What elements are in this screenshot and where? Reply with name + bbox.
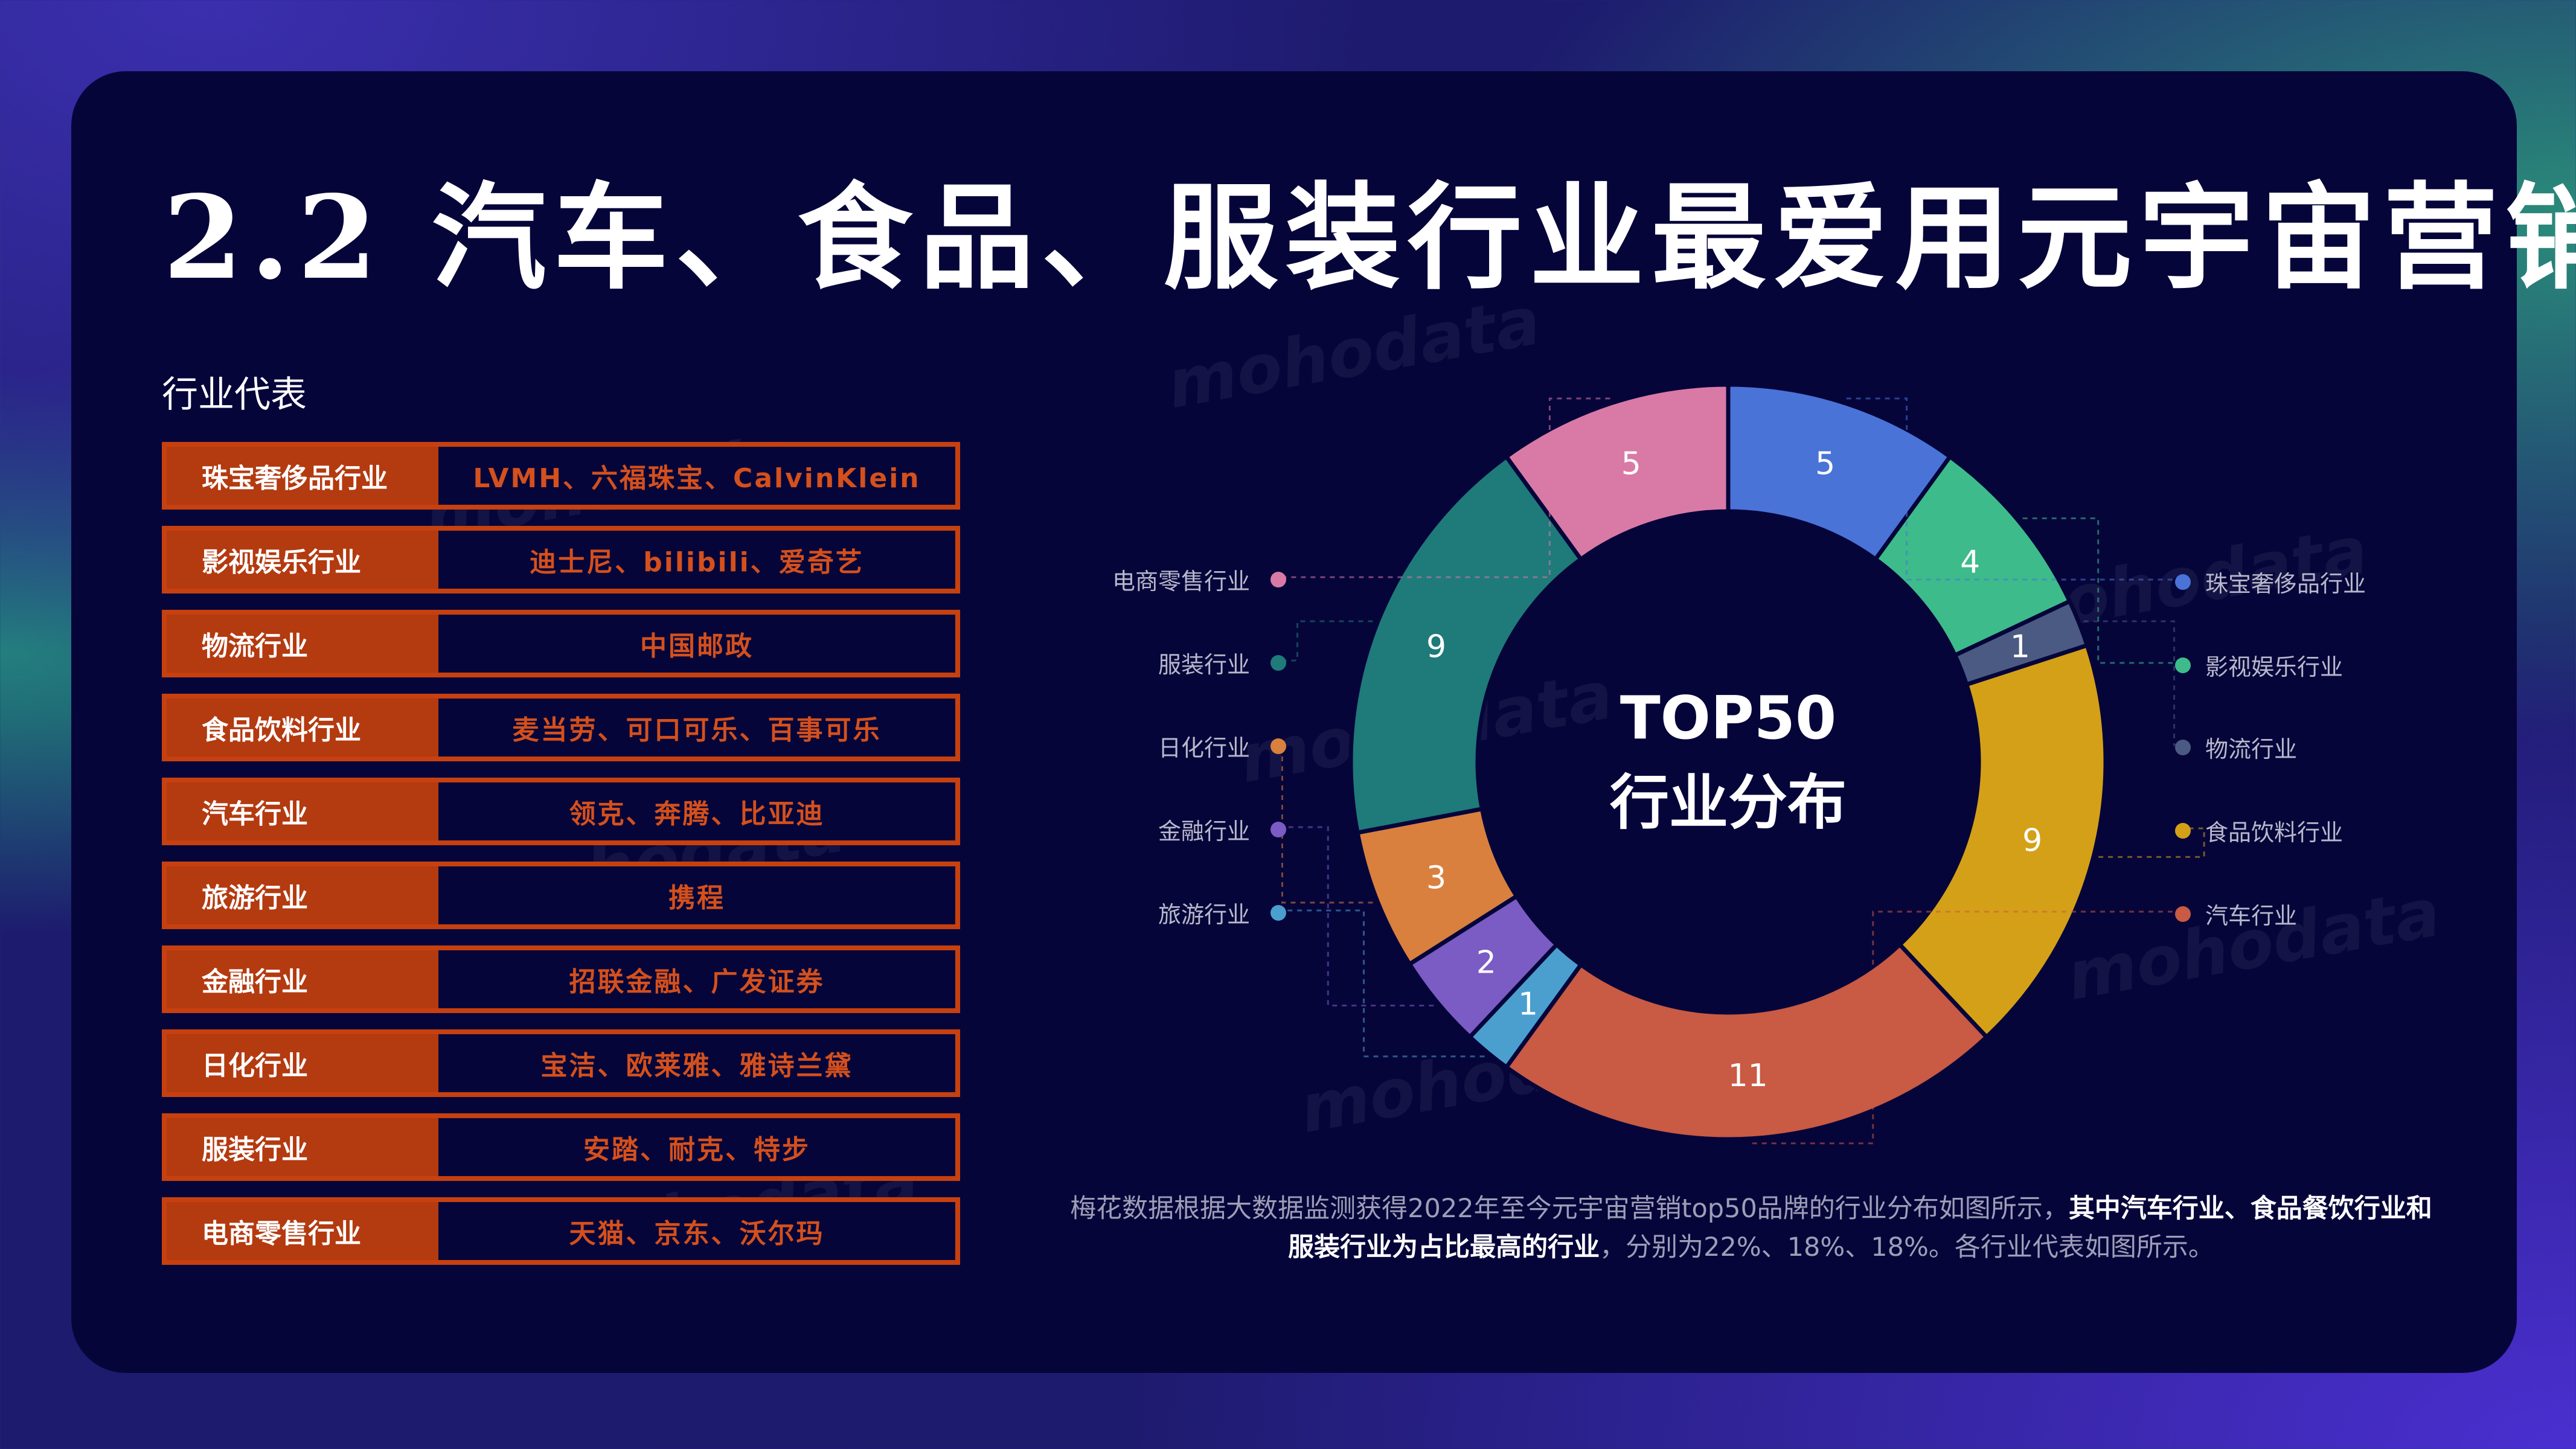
legend-label: 金融行业	[1158, 818, 1250, 845]
slice-value-label-6: 2	[1476, 944, 1496, 980]
slice-value-label-8: 9	[1426, 629, 1446, 665]
legend-dot	[2175, 739, 2191, 755]
section-label: 行业代表	[162, 374, 307, 416]
slice-value-label-9: 5	[1621, 446, 1641, 482]
center-line-1: TOP50	[1620, 684, 1837, 753]
industry-row: 旅游行业 携程	[162, 862, 960, 929]
legend-dot	[2175, 822, 2191, 839]
donut-slice-9	[1503, 382, 1731, 563]
slice-value-label-7: 3	[1426, 860, 1446, 896]
leader-line-right-4	[1752, 910, 2183, 1145]
legend-dot	[1270, 571, 1286, 587]
industry-name: 金融行业	[167, 950, 438, 1008]
industry-row: 物流行业 中国邮政	[162, 610, 960, 677]
leader-line-left-4	[1278, 909, 1485, 1058]
legend-dot	[2175, 657, 2191, 673]
footnote-text: 梅花数据根据大数据监测获得2022年至今元宇宙营销top50品牌的行业分布如图所…	[1070, 1194, 2069, 1224]
legend-label: 服装行业	[1158, 651, 1250, 678]
leader-line-right-0	[1846, 397, 2183, 581]
industry-name: 旅游行业	[167, 866, 438, 924]
donut-slice-3	[1897, 642, 2108, 1040]
legend-left-0: 电商零售行业	[1112, 563, 1286, 596]
industry-reps: 携程	[668, 883, 725, 913]
leader-line-left-1	[1278, 620, 1373, 662]
industry-name: 汽车行业	[167, 782, 438, 840]
industry-reps: 麦当劳、可口可乐、百事可乐	[512, 715, 882, 746]
slice-value-label-4: 11	[1728, 1058, 1768, 1094]
legend-dot	[1270, 654, 1286, 671]
footnote: 梅花数据根据大数据监测获得2022年至今元宇宙营销top50品牌的行业分布如图所…	[1063, 1189, 2440, 1267]
industry-reps: 中国邮政	[640, 631, 754, 662]
legend-label: 日化行业	[1158, 735, 1250, 761]
legend-label: 物流行业	[2205, 736, 2298, 763]
legend-right-1: 影视娱乐行业	[2175, 648, 2343, 682]
center-line-2: 行业分布	[1609, 769, 1847, 837]
page-title: 2.2 汽车、食品、服装行业最爱用元宇宙营销	[163, 170, 2576, 305]
legend-right-3: 食品饮料行业	[2175, 814, 2343, 847]
industry-name: 物流行业	[167, 615, 438, 673]
legend-left-3: 金融行业	[1158, 813, 1286, 846]
slice-value-label-1: 4	[1960, 545, 1980, 581]
legend-dot	[2175, 906, 2191, 922]
legend-label: 电商零售行业	[1112, 568, 1250, 595]
industry-reps: 招联金融、广发证券	[569, 967, 825, 997]
industry-name: 食品饮料行业	[167, 699, 438, 756]
leader-line-left-0	[1278, 397, 1610, 578]
donut-center-title: TOP50 行业分布	[1547, 676, 1909, 845]
industry-reps: 宝洁、欧莱雅、雅诗兰黛	[540, 1051, 853, 1081]
industry-row: 珠宝奢侈品行业 LVMH、六福珠宝、CalvinKlein	[162, 442, 960, 510]
industry-row: 服装行业 安踏、耐克、特步	[162, 1113, 960, 1181]
legend-label: 旅游行业	[1158, 901, 1250, 928]
legend-dot	[2175, 574, 2191, 590]
industry-name: 服装行业	[167, 1118, 438, 1176]
legend-left-1: 服装行业	[1158, 646, 1286, 679]
legend-dot	[1270, 738, 1286, 754]
legend-left-2: 日化行业	[1158, 729, 1286, 763]
industry-row: 金融行业 招联金融、广发证券	[162, 945, 960, 1013]
industry-row: 电商零售行业 天猫、京东、沃尔玛	[162, 1197, 960, 1265]
industry-reps: LVMH、六福珠宝、CalvinKlein	[473, 463, 921, 494]
leader-line-right-1	[2022, 517, 2183, 664]
legend-label: 影视娱乐行业	[2205, 654, 2344, 680]
slice-value-label-5: 1	[1518, 987, 1538, 1023]
industry-reps: 安踏、耐克、特步	[583, 1134, 810, 1165]
industry-name: 珠宝奢侈品行业	[167, 447, 438, 505]
legend-left-4: 旅游行业	[1158, 896, 1286, 929]
legend-label: 食品饮料行业	[2205, 819, 2344, 846]
industry-reps: 迪士尼、bilibili、爱奇艺	[530, 547, 864, 578]
slice-value-label-0: 5	[1815, 446, 1835, 482]
legend-label: 珠宝奢侈品行业	[2205, 571, 2366, 597]
industry-row: 日化行业 宝洁、欧莱雅、雅诗兰黛	[162, 1029, 960, 1097]
slice-value-label-3: 9	[2022, 822, 2042, 859]
industry-reps: 领克、奔腾、比亚迪	[569, 799, 825, 830]
legend-dot	[1270, 904, 1286, 921]
legend-right-0: 珠宝奢侈品行业	[2175, 565, 2366, 598]
slice-value-label-2: 1	[2010, 629, 2030, 665]
leader-line-left-3	[1278, 826, 1434, 1006]
legend-right-2: 物流行业	[2175, 731, 2297, 764]
donut-slice-8	[1348, 453, 1584, 836]
industry-name: 电商零售行业	[167, 1202, 438, 1260]
industry-row: 食品饮料行业 麦当劳、可口可乐、百事可乐	[162, 694, 960, 761]
legend-label: 汽车行业	[2205, 903, 2298, 929]
industry-name: 影视娱乐行业	[167, 531, 438, 589]
leader-line-right-3	[2098, 827, 2205, 858]
donut-slice-4	[1503, 941, 1990, 1142]
legend-right-4: 汽车行业	[2175, 897, 2297, 930]
legend-dot	[1270, 821, 1286, 837]
industry-table: 珠宝奢侈品行业 LVMH、六福珠宝、CalvinKlein 影视娱乐行业 迪士尼…	[162, 442, 960, 1281]
industry-row: 影视娱乐行业 迪士尼、bilibili、爱奇艺	[162, 526, 960, 593]
industry-reps: 天猫、京东、沃尔玛	[569, 1218, 825, 1249]
industry-name: 日化行业	[167, 1034, 438, 1092]
industry-row: 汽车行业 领克、奔腾、比亚迪	[162, 778, 960, 845]
footnote-highlight: 其中汽车行业、食品餐饮行业和服装行业为占比最高的行业	[1288, 1194, 2432, 1262]
footnote-text-end: ，分别为22%、18%、18%。各行业代表如图所示。	[1600, 1232, 2214, 1262]
